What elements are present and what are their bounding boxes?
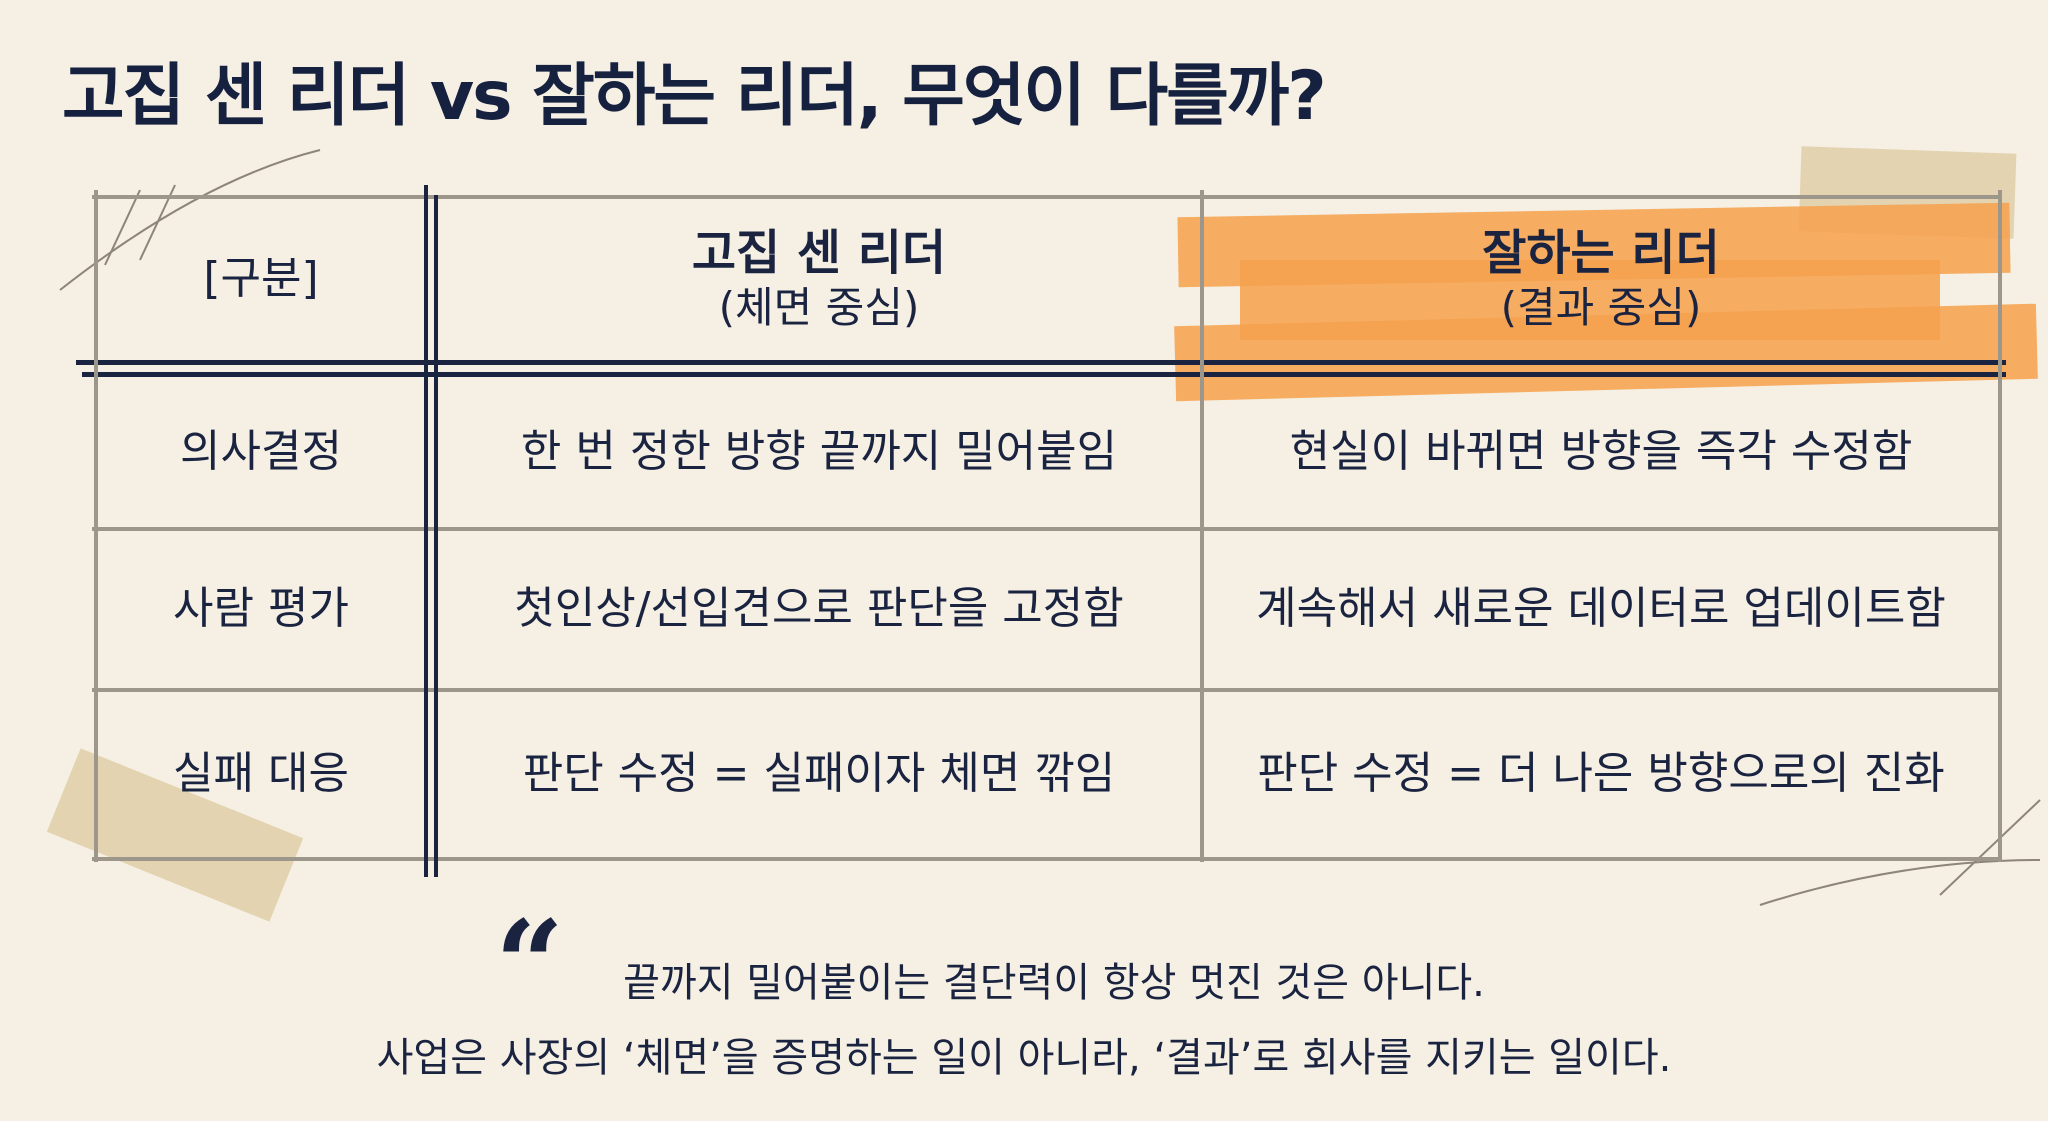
header-stubborn-leader: 고집 센 리더 (체면 중심) bbox=[438, 198, 1200, 360]
row-label: 사람 평가 bbox=[173, 583, 349, 635]
header-category: [구분] bbox=[98, 198, 424, 360]
stubborn-cell: 첫인상/선입견으로 판단을 고정함 bbox=[514, 583, 1124, 635]
stubborn-cell: 한 번 정한 방향 끝까지 밀어붙임 bbox=[520, 425, 1118, 477]
row-label: 의사결정 bbox=[180, 425, 342, 477]
good-cell: 판단 수정 = 더 나은 방향으로의 진화 bbox=[1257, 748, 1945, 800]
header-good-leader: 잘하는 리더 (결과 중심) bbox=[1204, 198, 1998, 360]
category-label: [구분] bbox=[203, 252, 319, 304]
stubborn-cell: 판단 수정 = 실패이자 체면 깎임 bbox=[522, 748, 1116, 800]
page-title: 고집 센 리더 vs 잘하는 리더, 무엇이 다를까? bbox=[62, 57, 1327, 136]
column-subtitle: (결과 중심) bbox=[1500, 282, 1702, 332]
column-subtitle: (체면 중심) bbox=[718, 282, 920, 332]
quote-line-1: 끝까지 밀어붙이는 결단력이 항상 멋진 것은 아니다. bbox=[623, 960, 1485, 1006]
column-title: 잘하는 리더 bbox=[1482, 225, 1720, 281]
good-cell: 현실이 바뀌면 방향을 즉각 수정함 bbox=[1289, 425, 1913, 477]
quote-mark-icon: “ bbox=[495, 894, 565, 1035]
quote-line-2: 사업은 사장의 ‘체면’을 증명하는 일이 아니라, ‘결과’로 회사를 지키는… bbox=[376, 1035, 1672, 1081]
row-label: 실패 대응 bbox=[173, 748, 349, 800]
column-title: 고집 센 리더 bbox=[691, 225, 947, 281]
good-cell: 계속해서 새로운 데이터로 업데이트함 bbox=[1256, 583, 1946, 635]
